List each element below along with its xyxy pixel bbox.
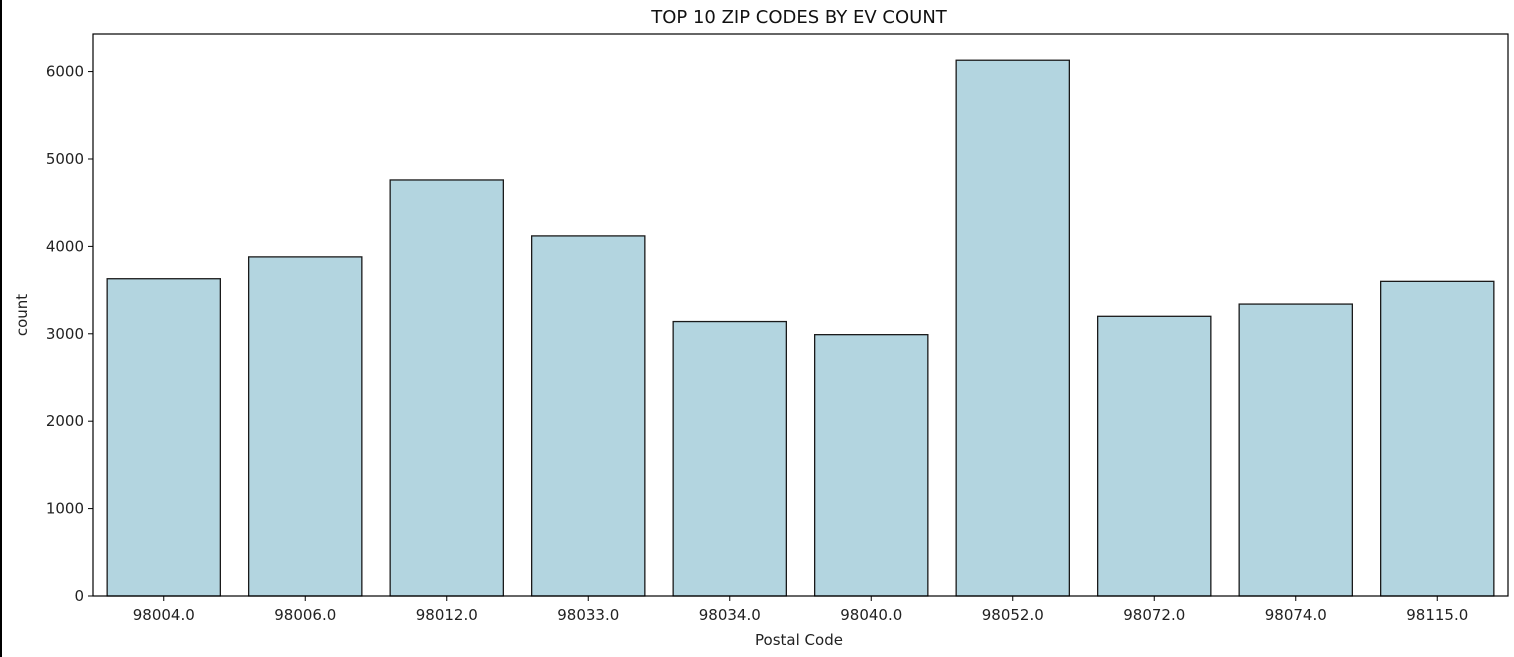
bar-98012.0	[389, 179, 504, 597]
y-tick-label: 3000	[46, 325, 84, 343]
x-axis-label: Postal Code	[755, 631, 843, 649]
x-tick-label: 98006.0	[274, 606, 336, 624]
y-tick-label: 0	[74, 587, 84, 605]
bar-98034.0	[672, 320, 788, 597]
bar-98006.0	[247, 256, 363, 597]
y-tick-label: 5000	[46, 150, 84, 168]
x-tick-label: 98040.0	[840, 606, 902, 624]
x-tick-label: 98052.0	[982, 606, 1044, 624]
x-tick-label: 98034.0	[699, 606, 761, 624]
y-axis-ticks: 0 1000 2000 3000 4000 5000 6000	[46, 63, 93, 605]
plot-frame	[92, 33, 1509, 597]
x-tick-label: 98012.0	[416, 606, 478, 624]
x-tick-label: 98004.0	[133, 606, 195, 624]
x-tick-label: 98074.0	[1265, 606, 1327, 624]
bar-98033.0	[531, 235, 646, 597]
bar-98052.0	[955, 59, 1071, 597]
bar-98072.0	[1097, 315, 1212, 597]
x-tick-label: 98115.0	[1406, 606, 1468, 624]
x-tick-label: 98072.0	[1123, 606, 1185, 624]
bar-98074.0	[1238, 303, 1354, 597]
x-axis-ticks: 98004.0 98006.0 98012.0 98033.0 98034.0 98040…	[133, 596, 1468, 624]
window-left-edge	[0, 0, 2, 657]
bar-98115.0	[1380, 280, 1495, 597]
chart-title: TOP 10 ZIP CODES BY EV COUNT	[650, 7, 948, 28]
y-tick-label: 4000	[46, 237, 84, 255]
y-axis-label: count	[13, 294, 31, 336]
y-tick-label: 2000	[46, 412, 84, 430]
bars-group	[106, 59, 1495, 597]
x-tick-label: 98033.0	[557, 606, 619, 624]
y-tick-label: 1000	[46, 500, 84, 518]
bar-98004.0	[106, 278, 221, 597]
bar-98040.0	[814, 334, 929, 597]
y-tick-label: 6000	[46, 63, 84, 81]
